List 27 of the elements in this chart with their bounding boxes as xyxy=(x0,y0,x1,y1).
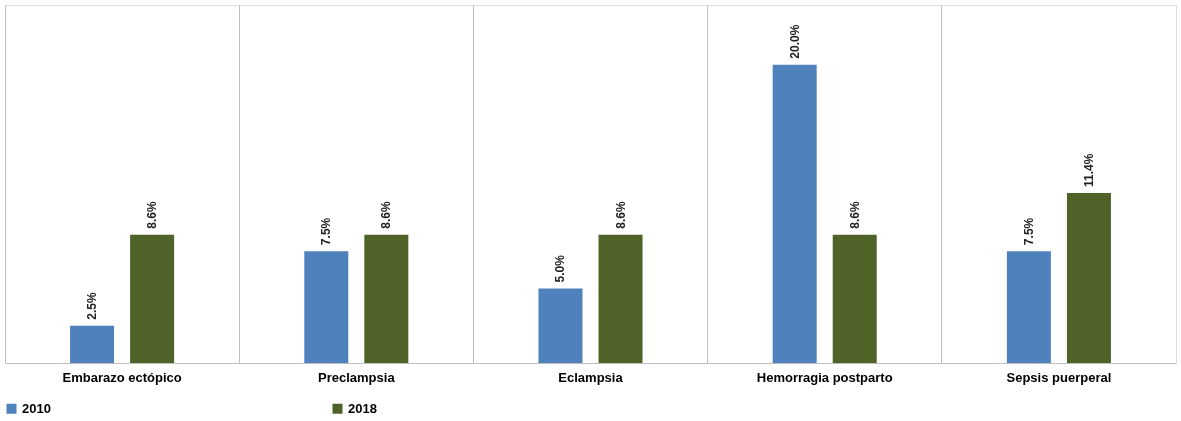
data-label: 8.6% xyxy=(847,201,862,229)
bar xyxy=(832,234,877,363)
data-label: 5.0% xyxy=(553,254,568,283)
bar xyxy=(304,251,349,363)
bar xyxy=(1006,251,1051,363)
x-tick-label: Eclampsia xyxy=(558,369,624,385)
data-label: 2.5% xyxy=(85,292,100,320)
x-tick-label: Preclampsia xyxy=(318,369,396,385)
bar xyxy=(130,234,175,363)
bar xyxy=(538,288,583,363)
bar xyxy=(772,64,817,363)
data-label: 7.5% xyxy=(319,217,334,246)
bar xyxy=(1066,192,1111,363)
bar xyxy=(364,234,409,363)
x-tick-label: Embarazo ectópico xyxy=(62,369,182,385)
x-tick-label: Hemorragia postparto xyxy=(756,369,893,385)
bar xyxy=(70,325,115,363)
data-label: 8.6% xyxy=(379,201,394,229)
x-tick-label: Sepsis puerperal xyxy=(1006,369,1112,385)
legend-label: 2010 xyxy=(22,400,51,416)
data-label: 8.6% xyxy=(613,201,628,229)
data-label: 8.6% xyxy=(145,201,160,229)
legend-label: 2018 xyxy=(348,400,377,416)
bar xyxy=(598,234,643,363)
data-label: 20.0% xyxy=(787,24,802,59)
data-label: 7.5% xyxy=(1021,217,1036,246)
data-label: 11.4% xyxy=(1081,153,1096,187)
